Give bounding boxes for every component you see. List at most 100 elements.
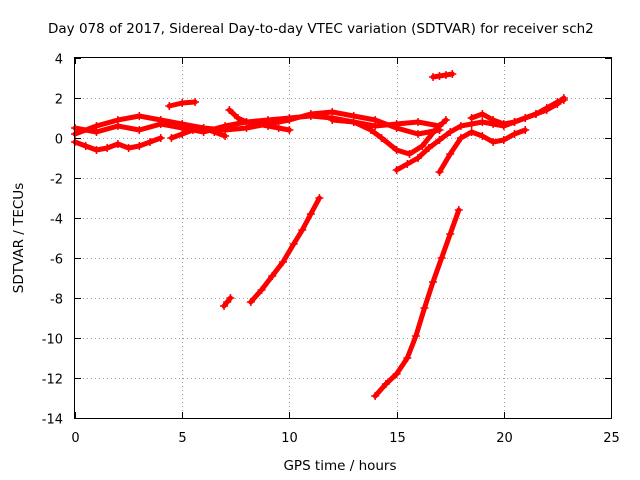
grid xyxy=(75,58,611,418)
data-point xyxy=(167,134,176,142)
data-point xyxy=(366,126,375,134)
data-point xyxy=(156,134,165,142)
data-point xyxy=(489,116,498,124)
data-point xyxy=(178,130,187,138)
data-point xyxy=(156,116,165,124)
data-point xyxy=(226,294,235,302)
data-point xyxy=(414,130,423,138)
series-track-i xyxy=(435,126,530,176)
data-point xyxy=(165,102,174,110)
data-point xyxy=(435,136,444,144)
data-point xyxy=(349,118,358,126)
y-tick-label: 4 xyxy=(55,53,63,68)
series-track-d xyxy=(167,124,230,142)
series-track-g xyxy=(328,116,450,158)
data-point xyxy=(414,154,423,162)
data-point xyxy=(478,118,487,126)
x-axis-label: GPS time / hours xyxy=(283,458,396,474)
data-point xyxy=(392,146,401,154)
data-point xyxy=(478,110,487,118)
data-point xyxy=(405,150,414,158)
data-point xyxy=(446,150,455,158)
data-point xyxy=(448,70,457,78)
data-point xyxy=(392,166,401,174)
data-point xyxy=(135,142,144,150)
data-point xyxy=(253,120,262,128)
data-point xyxy=(246,298,255,306)
y-tick-label: -10 xyxy=(42,333,63,348)
data-point xyxy=(489,138,498,146)
data-point xyxy=(454,206,463,214)
data-point xyxy=(285,126,294,134)
data-point xyxy=(456,134,465,142)
y-tick-label: 0 xyxy=(55,133,63,148)
data-point xyxy=(188,126,197,134)
data-point xyxy=(289,240,298,248)
data-point xyxy=(499,136,508,144)
y-tick-label: -6 xyxy=(50,253,63,268)
y-axis-label: SDTVAR / TECUs xyxy=(11,183,27,293)
data-point xyxy=(414,118,423,126)
data-point xyxy=(499,120,508,128)
series-layer xyxy=(71,70,568,400)
plot-frame xyxy=(74,57,612,419)
series-line xyxy=(248,195,322,305)
data-point xyxy=(456,122,465,130)
data-point xyxy=(446,230,455,238)
data-point xyxy=(328,108,337,116)
ticks xyxy=(75,58,612,419)
chart-title: Day 078 of 2017, Sidereal Day-to-day VTE… xyxy=(48,21,594,37)
data-point xyxy=(268,272,277,280)
y-tick-label: 2 xyxy=(55,93,63,108)
data-point xyxy=(420,304,429,312)
y-tick-label: -8 xyxy=(50,293,63,308)
data-point xyxy=(135,126,144,134)
data-point xyxy=(431,126,440,134)
data-point xyxy=(315,194,324,202)
data-point xyxy=(381,380,390,388)
data-point xyxy=(306,210,315,218)
data-point xyxy=(92,146,101,154)
data-point xyxy=(437,254,446,262)
data-point xyxy=(553,100,562,108)
data-point xyxy=(559,94,568,102)
data-point xyxy=(328,116,337,124)
data-point xyxy=(418,142,427,150)
data-point xyxy=(274,124,283,132)
data-point xyxy=(113,140,122,148)
data-point xyxy=(113,116,122,124)
data-point xyxy=(429,73,438,81)
data-point xyxy=(521,126,530,134)
data-point xyxy=(377,134,386,142)
data-point xyxy=(467,128,476,136)
data-point xyxy=(81,142,90,150)
x-tick-label: 5 xyxy=(178,431,186,446)
data-point xyxy=(257,286,266,294)
data-point xyxy=(510,130,519,138)
data-point xyxy=(306,110,315,118)
x-tick-label: 20 xyxy=(496,431,513,446)
data-point xyxy=(467,114,476,122)
series-track-f xyxy=(225,106,294,134)
y-tick-label: -4 xyxy=(50,213,63,228)
data-point xyxy=(435,168,444,176)
x-tick-label: 15 xyxy=(389,431,406,446)
data-point xyxy=(371,116,380,124)
x-tick-label: 25 xyxy=(603,431,620,446)
y-tick-label: -14 xyxy=(42,413,63,428)
data-point xyxy=(146,138,155,146)
data-point xyxy=(435,72,444,80)
data-point xyxy=(521,114,530,122)
data-point xyxy=(403,160,412,168)
series-track-m xyxy=(246,194,324,306)
data-point xyxy=(199,124,208,132)
series-track-l xyxy=(220,294,235,310)
data-point xyxy=(441,116,450,124)
series-line xyxy=(372,207,462,399)
x-tick-labels: 0 5 10 15 20 25 xyxy=(71,431,619,446)
data-point xyxy=(411,332,420,340)
data-point xyxy=(263,122,272,130)
data-point xyxy=(178,120,187,128)
data-point xyxy=(429,278,438,286)
data-point xyxy=(446,128,455,136)
